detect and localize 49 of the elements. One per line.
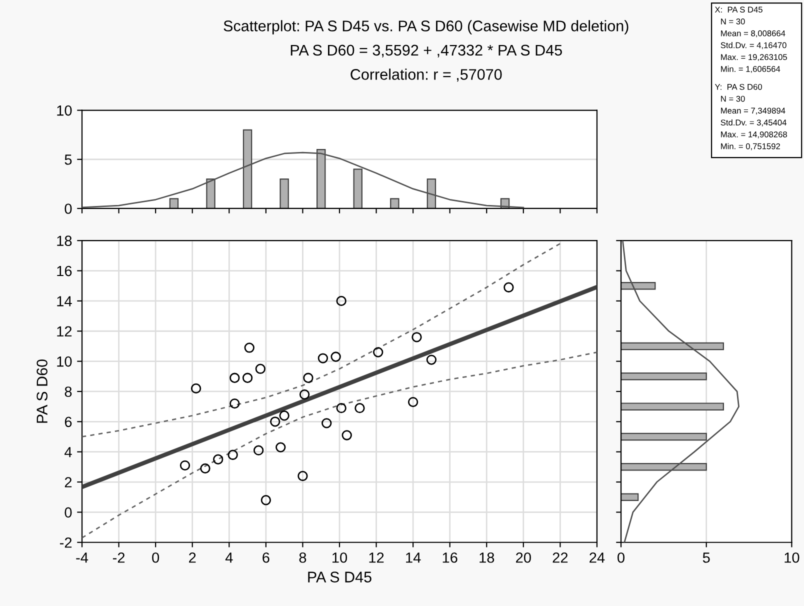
x-tick-label: -2 [112,552,125,563]
x-tick-label: 6 [262,552,270,563]
y-tick-label: 2 [64,477,72,488]
text: Std.Dv. = 3,45404 [720,119,786,126]
x-tick-label: 18 [480,552,494,563]
x-tick-label: 5 [702,552,710,563]
x-tick-label: 0 [618,552,624,563]
x-tick-label: 8 [299,552,306,563]
text: X: PA S D45 [714,6,762,13]
y-tick-label: -2 [60,537,72,548]
chart-subtitle: PA S D60 = 3,5592 + ,47332 * PA S D45 [290,44,562,58]
text: Std.Dv. = 4,16470 [720,42,786,50]
y-tick-label: 5 [64,154,72,165]
y-tick-label: 16 [57,266,72,276]
x-tick-label: 20 [516,552,531,563]
y-tick-label: 0 [64,204,72,214]
x-tick-label: -4 [76,552,88,563]
y-tick-label: 12 [57,326,72,336]
x-tick-label: 2 [189,552,196,563]
y-tick-label: 6 [64,416,72,428]
text: Correlation: r = ,57070 [350,68,502,82]
text: Y: PA S D60 [714,84,762,90]
text: Min. = 1,606564 [721,66,780,73]
y-tick-label: 14 [57,296,72,306]
x-axis-title: PA S D45 [308,572,372,582]
text: N = 30 [721,96,745,102]
chart-title: Scatterplot: PA S D45 vs. PA S D60 (Casewise MD deletion) [224,20,628,34]
x-tick-label: 24 [590,552,605,563]
text: Mean = 7,349894 [721,108,786,115]
text: Mean = 8,008664 [721,30,786,38]
x-tick-label: 0 [152,552,160,563]
text: Max. = 14,908268 [721,131,787,138]
x-tick-label: 10 [332,552,348,563]
x-tick-label: 22 [552,552,568,563]
y-tick-label: 4 [64,447,72,458]
text: Min. = 0,751592 [721,143,780,150]
text: Max. = 19,263105 [721,54,787,62]
x-tick-label: 12 [369,552,384,563]
y-tick-label: 18 [57,236,72,246]
x-tick-label: 4 [225,552,233,563]
x-tick-label: 14 [406,552,421,563]
y-tick-label: 0 [64,507,72,518]
y-tick-label: 10 [57,356,72,367]
text: N = 30 [721,18,745,24]
y-tick-label: 10 [57,105,72,116]
y-axis-title: PA S D60 [36,360,48,423]
y-tick-label: 8 [64,386,72,397]
x-tick-label: 10 [784,552,800,563]
x-tick-label: 16 [442,552,458,563]
